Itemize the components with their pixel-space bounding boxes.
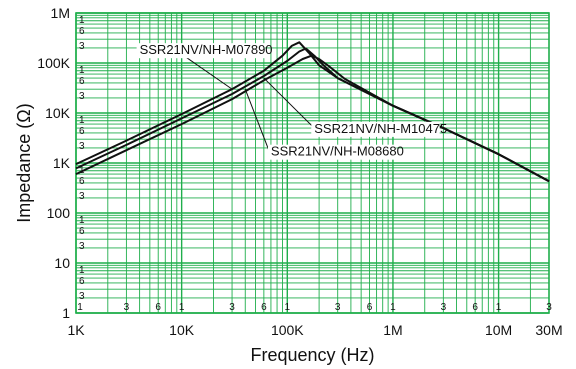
x-minor-tick-label: 1	[179, 302, 185, 313]
x-minor-tick-label: 1	[77, 302, 83, 313]
annotation-pointer	[263, 77, 320, 134]
x-minor-tick-label: 3	[335, 302, 341, 313]
y-minor-tick-label: 6	[79, 226, 85, 237]
x-tick-label: 30M	[535, 322, 562, 338]
y-minor-tick-label: 6	[79, 76, 85, 87]
y-minor-tick-label: 3	[79, 241, 85, 252]
y-minor-tick-label: 3	[79, 91, 85, 102]
y-minor-tick-label: 3	[79, 191, 85, 202]
y-minor-tick-label: 3	[79, 291, 85, 302]
annotations: SSR21NV/NH-M07890 SSR21NV/NH-M10475 SSR21N…	[136, 42, 447, 160]
y-tick-label: 1	[62, 305, 70, 321]
y-tick-label: 10K	[45, 105, 71, 121]
x-minor-tick-label: 3	[441, 302, 447, 313]
x-tick-labels: 1K 10K 100K 1M 10M 30M	[67, 322, 562, 338]
y-minor-tick-label: 6	[79, 26, 85, 37]
y-tick-label: 100	[47, 205, 71, 221]
y-minor-tick-label: 1	[79, 115, 85, 126]
y-tick-label: 100K	[37, 55, 70, 71]
x-tick-label: 10M	[485, 322, 512, 338]
annotation-label-bg	[267, 144, 397, 160]
x-tick-label: 1M	[383, 322, 402, 338]
x-tick-label: 10K	[169, 322, 195, 338]
y-minor-tick-label: 1	[79, 65, 85, 76]
series-line-3	[75, 54, 550, 183]
y-minor-tick-label: 6	[79, 126, 85, 137]
x-minor-tick-labels: 1 3 6 1 3 6 1 3 6 1 3 6 1 3	[77, 302, 552, 313]
x-minor-tick-label: 3	[124, 302, 130, 313]
x-minor-tick-label: 6	[367, 302, 373, 313]
x-tick-label: 100K	[271, 322, 304, 338]
y-tick-labels: 1 10 100 1K 10K 100K 1M	[37, 5, 70, 321]
y-minor-tick-label: 1	[79, 215, 85, 226]
y-tick-label: 10	[54, 255, 70, 271]
series-group	[75, 41, 550, 183]
annotation-label: SSR21NV/NH-M10475	[314, 121, 447, 136]
x-minor-tick-label: 6	[472, 302, 478, 313]
y-minor-tick-label: 1	[79, 15, 85, 26]
x-minor-tick-label: 6	[261, 302, 267, 313]
x-minor-tick-label: 1	[285, 302, 291, 313]
y-tick-label: 1K	[53, 155, 71, 171]
annotation-label: SSR21NV/NH-M08680	[271, 144, 404, 159]
y-minor-tick-label: 1	[79, 265, 85, 276]
x-minor-tick-label: 1	[390, 302, 396, 313]
x-minor-tick-label: 1	[496, 302, 502, 313]
x-minor-tick-label: 3	[546, 302, 552, 313]
x-minor-tick-label: 3	[229, 302, 235, 313]
y-minor-tick-label: 3	[79, 41, 85, 52]
x-axis-title: Frequency (Hz)	[250, 345, 374, 365]
y-axis-title: Impedance (Ω)	[14, 103, 34, 223]
y-minor-tick-label: 6	[79, 276, 85, 287]
annotation-label: SSR21NV/NH-M07890	[140, 42, 273, 57]
y-minor-tick-label: 3	[79, 141, 85, 152]
x-tick-label: 1K	[67, 322, 85, 338]
y-tick-label: 1M	[51, 5, 70, 21]
annotation-label-bg	[311, 121, 440, 137]
annotation-pointer	[181, 53, 233, 90]
y-minor-tick-label: 6	[79, 176, 85, 187]
x-minor-tick-label: 6	[155, 302, 161, 313]
y-minor-tick-label: 1	[79, 165, 85, 176]
annotation-label-bg	[136, 43, 266, 59]
annotation-pointer	[244, 88, 272, 156]
